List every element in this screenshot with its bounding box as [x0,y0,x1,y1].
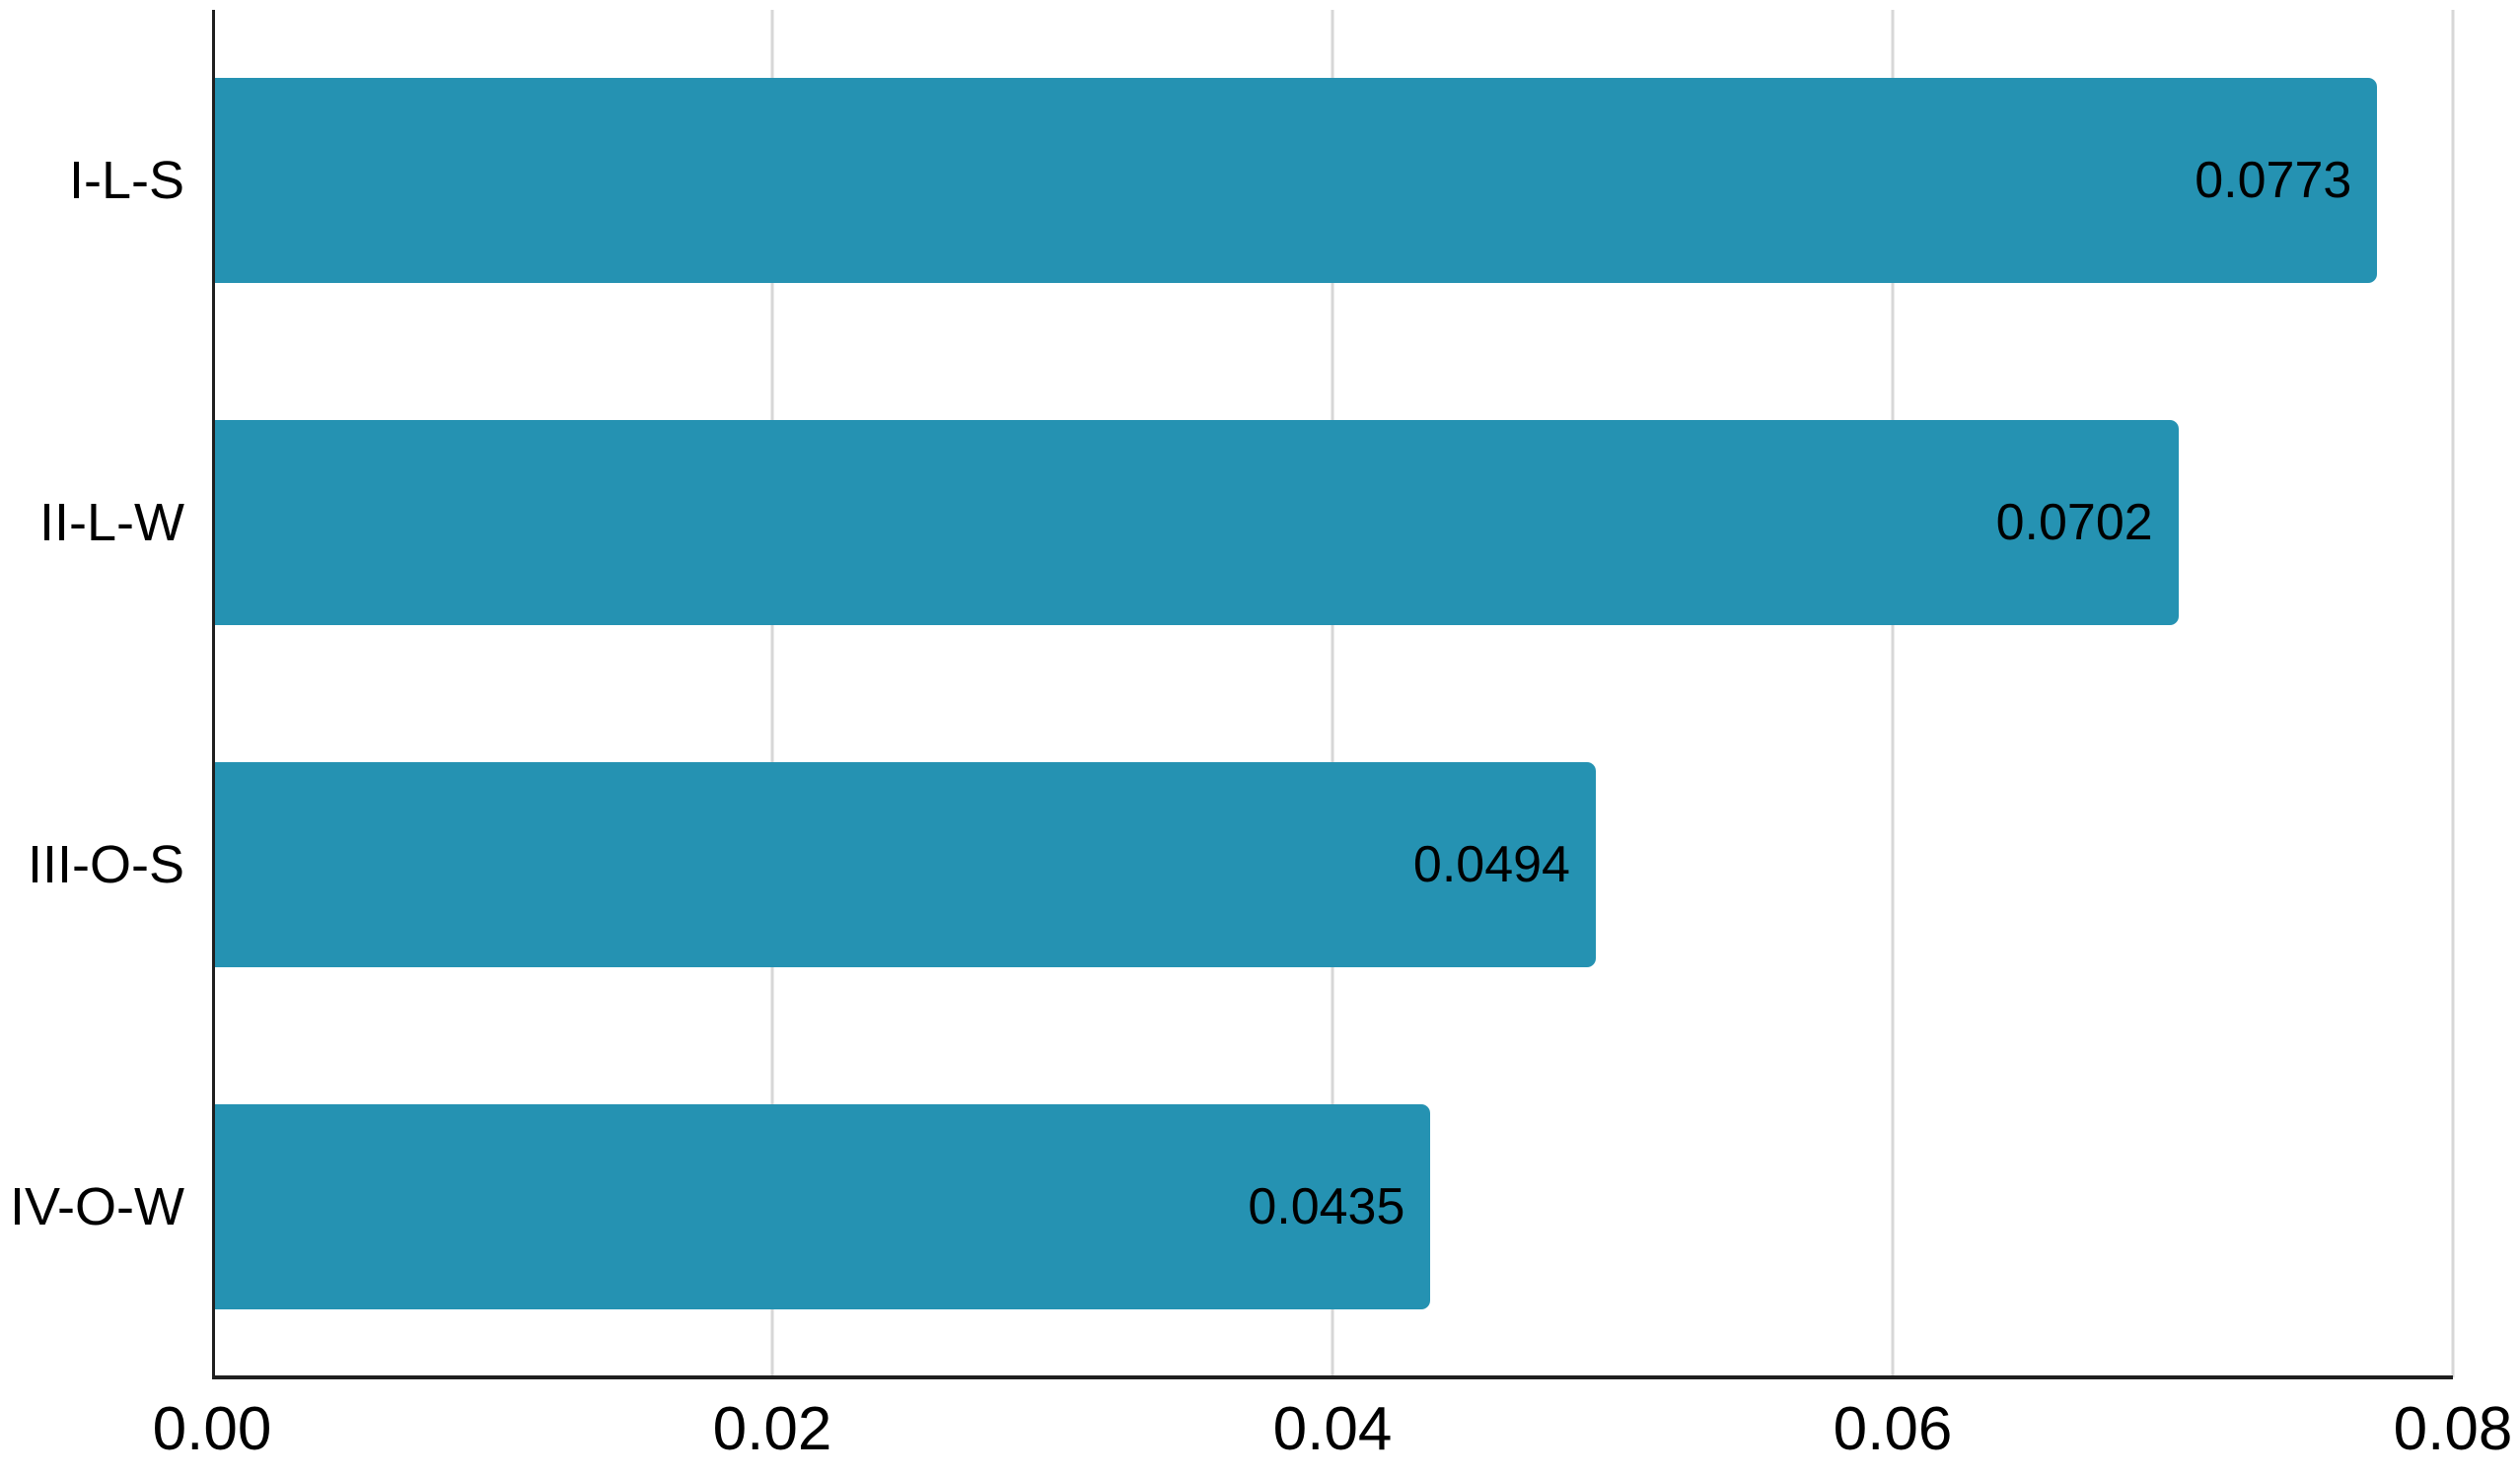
category-label-i-l-s: I-L-S [68,151,184,211]
x-tick-labels: 0.00 0.02 0.04 0.06 0.08 [153,1394,2513,1468]
x-tick-label-0.02: 0.02 [712,1395,832,1463]
category-label-ii-l-w: II-L-W [39,493,184,553]
x-tick-label-0.08: 0.08 [2393,1395,2513,1463]
gridline [2451,10,2455,1377]
bar-row: 0.0494 [212,694,2453,1036]
category-label-iii-o-s: III-O-S [28,834,184,894]
bar-iii-o-s: 0.0494 [212,761,1596,967]
gridline [1331,10,1334,1377]
bar-ii-l-w: 0.0702 [212,420,2179,626]
gridline [770,10,774,1377]
bar-value-label: 0.0494 [1412,835,1570,893]
x-axis-line [212,1375,2453,1379]
bar-value-label: 0.0773 [2195,152,2352,210]
bar-i-l-s: 0.0773 [212,78,2378,284]
x-tick-label-0.06: 0.06 [1833,1395,1953,1463]
category-labels: I-L-S II-L-W III-O-S IV-O-W [0,10,184,1377]
category-label-iv-o-w: IV-O-W [10,1176,184,1236]
bar-value-label: 0.0435 [1248,1177,1405,1235]
plot-area: 0.0773 0.0702 0.0494 0.0435 [212,10,2455,1379]
bar-rows: 0.0773 0.0702 0.0494 0.0435 [212,10,2453,1377]
bar-value-label: 0.0702 [1995,494,2153,552]
y-axis-line [212,10,215,1377]
gridline [1891,10,1895,1377]
x-tick-label-0.04: 0.04 [1272,1395,1393,1463]
bar-row: 0.0702 [212,352,2453,694]
bar-row: 0.0773 [212,10,2453,352]
x-tick-label-0.00: 0.00 [152,1395,272,1463]
bar-row: 0.0435 [212,1035,2453,1377]
bar-iv-o-w: 0.0435 [212,1103,1431,1309]
